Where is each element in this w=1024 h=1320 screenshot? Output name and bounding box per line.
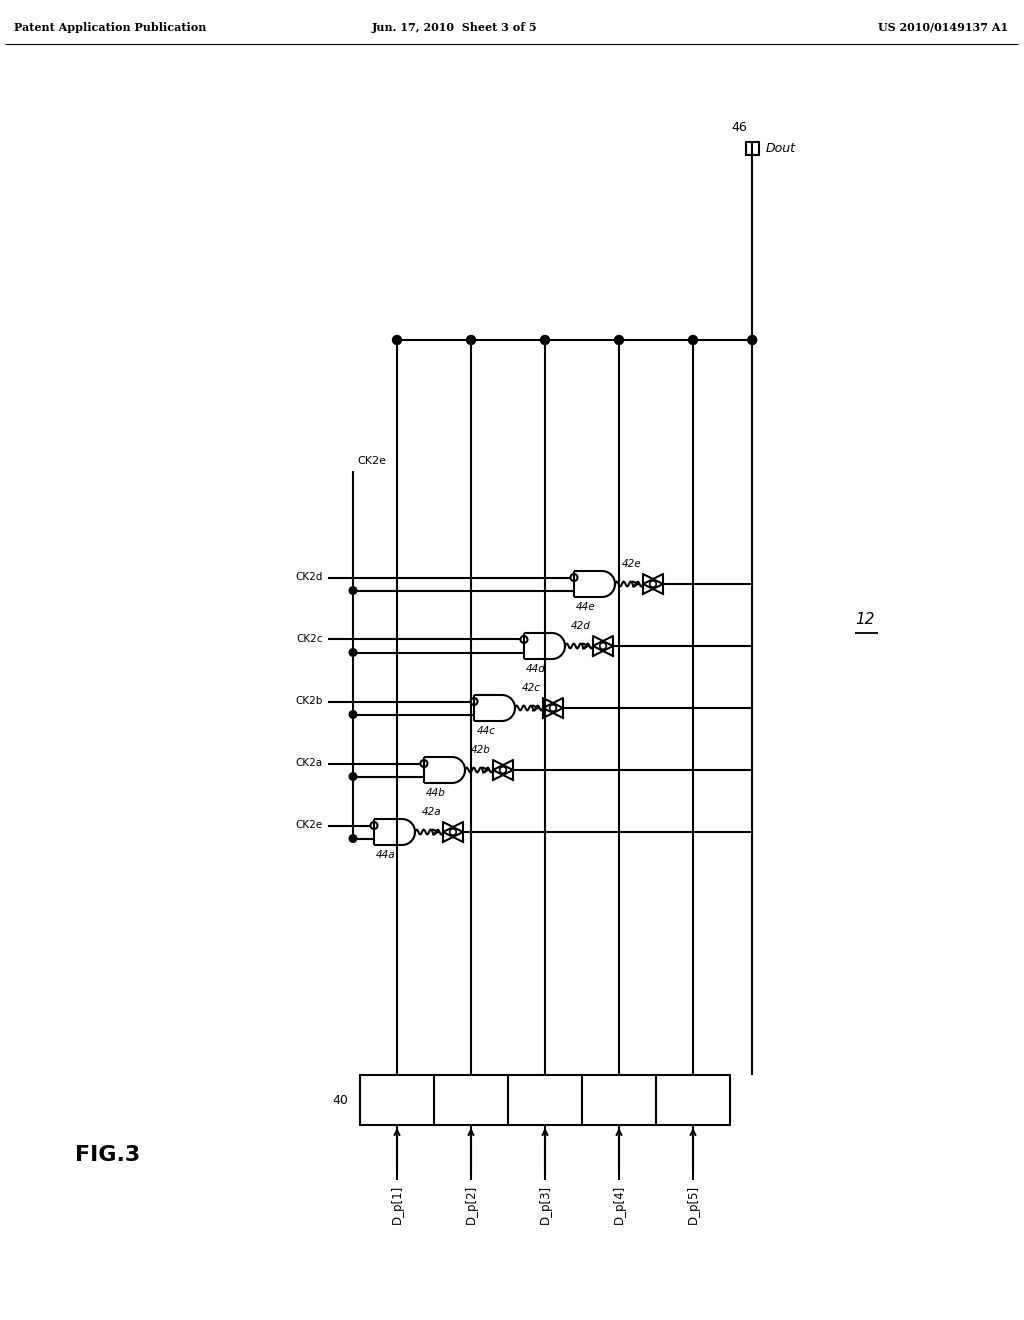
Text: 44b: 44b — [426, 788, 445, 799]
Text: 40: 40 — [332, 1093, 348, 1106]
Bar — [360, 1074, 730, 1125]
Text: D_p[1]: D_p[1] — [390, 1185, 403, 1224]
Circle shape — [349, 834, 356, 842]
Circle shape — [349, 710, 356, 718]
Text: CK2a: CK2a — [296, 759, 323, 768]
Text: 44e: 44e — [577, 602, 596, 612]
Text: Dout: Dout — [766, 143, 796, 154]
Circle shape — [748, 335, 757, 345]
Text: 42d: 42d — [571, 620, 591, 631]
Text: 44c: 44c — [476, 726, 496, 737]
Circle shape — [541, 335, 550, 345]
Circle shape — [467, 335, 475, 345]
Bar — [745, 143, 759, 154]
Text: 42c: 42c — [522, 682, 541, 693]
Text: 12: 12 — [855, 612, 874, 627]
Text: D_p[3]: D_p[3] — [539, 1185, 552, 1224]
Text: CK2c: CK2c — [297, 635, 323, 644]
Text: CK2e: CK2e — [296, 821, 323, 830]
Circle shape — [688, 335, 697, 345]
Text: D_p[5]: D_p[5] — [686, 1185, 699, 1224]
Text: 46: 46 — [731, 121, 748, 135]
Text: D_p[4]: D_p[4] — [612, 1185, 626, 1224]
Circle shape — [349, 648, 356, 656]
Text: 44a: 44a — [376, 850, 396, 861]
Text: CK2b: CK2b — [296, 697, 323, 706]
Circle shape — [349, 586, 356, 594]
Text: 42a: 42a — [421, 807, 441, 817]
Circle shape — [392, 335, 401, 345]
Text: Jun. 17, 2010  Sheet 3 of 5: Jun. 17, 2010 Sheet 3 of 5 — [372, 22, 538, 33]
Circle shape — [349, 772, 356, 780]
Text: 44d: 44d — [526, 664, 546, 675]
Text: CK2d: CK2d — [296, 573, 323, 582]
Text: FIG.3: FIG.3 — [75, 1144, 140, 1166]
Text: 42e: 42e — [622, 558, 641, 569]
Text: Patent Application Publication: Patent Application Publication — [14, 22, 207, 33]
Text: US 2010/0149137 A1: US 2010/0149137 A1 — [878, 22, 1008, 33]
Text: 42b: 42b — [471, 744, 490, 755]
Text: D_p[2]: D_p[2] — [465, 1185, 477, 1224]
Circle shape — [614, 335, 624, 345]
Text: CK2e: CK2e — [357, 455, 386, 466]
